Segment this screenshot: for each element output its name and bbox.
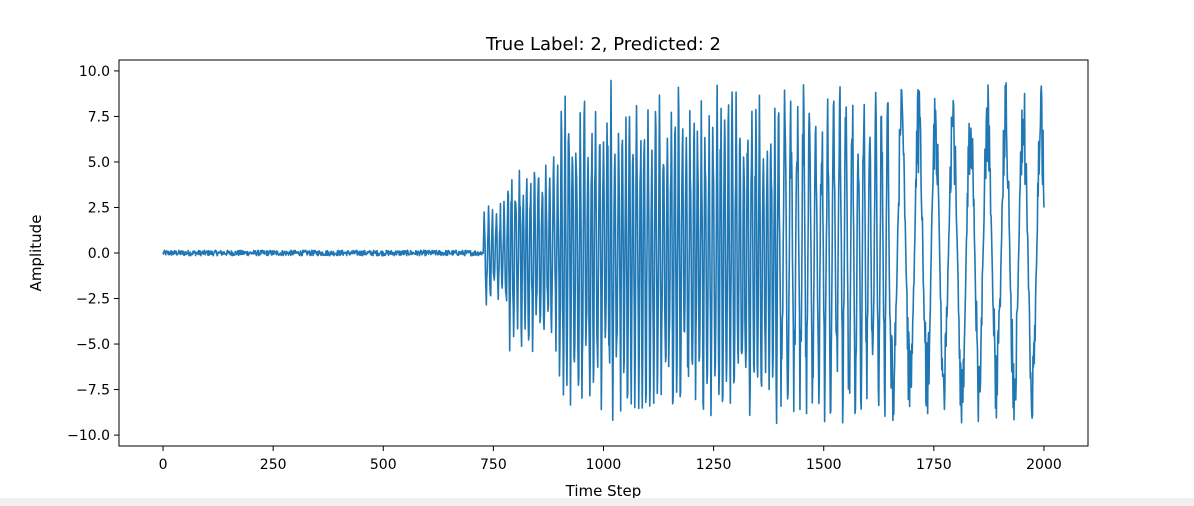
x-tick-label: 1750 xyxy=(916,457,952,473)
x-tick-label: 750 xyxy=(480,457,507,473)
x-tick-label: 1500 xyxy=(806,457,842,473)
x-tick-label: 500 xyxy=(370,457,397,473)
y-axis-label: Amplitude xyxy=(27,215,45,292)
x-tick-label: 1000 xyxy=(586,457,622,473)
y-tick-label: 10.0 xyxy=(79,64,110,80)
x-tick-label: 0 xyxy=(159,457,168,473)
y-tick-label: −10.0 xyxy=(67,428,110,444)
y-tick-label: 0.0 xyxy=(88,246,110,262)
series-line xyxy=(162,79,1045,425)
y-axis: 10.0 7.5 5.0 2.5 0.0 −2.5 −5.0 −7.5 −10.0 xyxy=(67,64,119,444)
x-axis-label: Time Step xyxy=(565,482,642,500)
x-tick-label: 250 xyxy=(260,457,287,473)
y-tick-label: −7.5 xyxy=(76,383,110,399)
y-tick-label: 5.0 xyxy=(88,155,110,171)
page-bottom-bar xyxy=(0,498,1194,506)
y-tick-label: 7.5 xyxy=(88,109,110,125)
y-tick-label: −2.5 xyxy=(76,292,110,308)
x-tick-label: 1250 xyxy=(696,457,732,473)
series-line-group xyxy=(162,79,1045,425)
y-tick-label: 2.5 xyxy=(88,200,110,216)
x-tick-label: 2000 xyxy=(1026,457,1062,473)
chart-title: True Label: 2, Predicted: 2 xyxy=(485,34,721,55)
x-axis: 0 250 500 750 1000 1250 1500 1750 2000 xyxy=(159,446,1062,473)
y-tick-label: −5.0 xyxy=(76,337,110,353)
